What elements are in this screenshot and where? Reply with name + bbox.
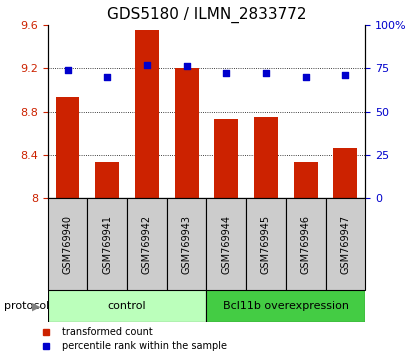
Text: GSM769947: GSM769947 <box>340 215 350 274</box>
Bar <box>207 198 246 290</box>
Bar <box>294 162 317 198</box>
Text: GSM769940: GSM769940 <box>63 215 73 274</box>
Point <box>104 74 110 80</box>
Point <box>342 72 349 78</box>
Text: GSM769946: GSM769946 <box>301 215 311 274</box>
Bar <box>325 198 365 290</box>
Bar <box>246 198 286 290</box>
Bar <box>207 290 365 322</box>
Point <box>64 67 71 73</box>
Point <box>144 62 150 68</box>
Bar <box>333 148 357 198</box>
Text: transformed count: transformed count <box>62 327 153 337</box>
Bar <box>88 198 127 290</box>
Bar <box>95 162 119 198</box>
Text: ▶: ▶ <box>32 301 40 311</box>
Text: GSM769941: GSM769941 <box>102 215 112 274</box>
Text: GSM769944: GSM769944 <box>221 215 231 274</box>
Text: GSM769942: GSM769942 <box>142 215 152 274</box>
Bar <box>48 198 88 290</box>
Point <box>223 70 229 76</box>
Bar <box>286 198 325 290</box>
Bar <box>48 290 207 322</box>
Bar <box>127 198 167 290</box>
Text: control: control <box>108 301 146 311</box>
Bar <box>254 117 278 198</box>
Bar <box>167 198 207 290</box>
Text: percentile rank within the sample: percentile rank within the sample <box>62 341 227 351</box>
Point <box>303 74 309 80</box>
Bar <box>135 30 159 198</box>
Text: Bcl11b overexpression: Bcl11b overexpression <box>223 301 349 311</box>
Point <box>263 70 269 76</box>
Bar <box>215 119 238 198</box>
Text: GSM769943: GSM769943 <box>182 215 192 274</box>
Bar <box>56 97 80 198</box>
Text: protocol: protocol <box>4 301 49 311</box>
Text: GSM769945: GSM769945 <box>261 215 271 274</box>
Bar <box>175 68 198 198</box>
Title: GDS5180 / ILMN_2833772: GDS5180 / ILMN_2833772 <box>107 7 306 23</box>
Point <box>183 64 190 69</box>
